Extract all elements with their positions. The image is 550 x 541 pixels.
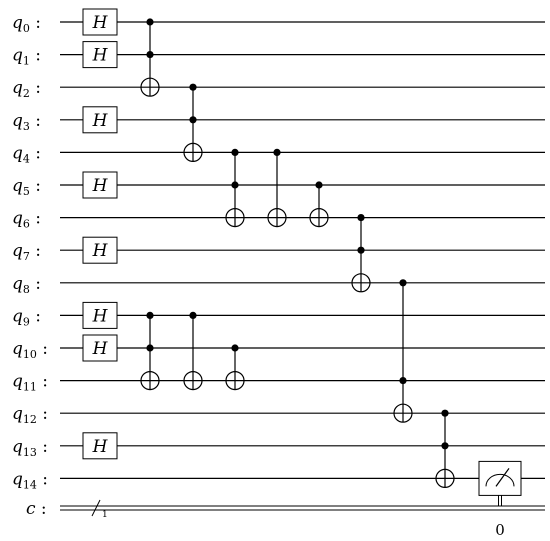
qubit-label: q14 : [12, 469, 48, 491]
measure-box [478, 460, 522, 496]
h-gate [82, 334, 118, 362]
qubit-label: q2 : [12, 78, 41, 100]
qubit-label: q4 : [12, 143, 41, 165]
control-dot [441, 409, 449, 417]
control-dot [189, 83, 197, 91]
h-gate-label: H [92, 13, 109, 33]
h-gate [82, 8, 118, 36]
h-gate-label: H [92, 46, 109, 66]
h-gate [82, 301, 118, 329]
control-dot [357, 214, 365, 222]
control-dot [399, 279, 407, 287]
qubit-label: q10 : [12, 339, 48, 361]
qubit-label: q0 : [12, 13, 41, 35]
h-gate-label: H [92, 306, 109, 326]
qubit-label: q13 : [12, 437, 48, 459]
control-dot [357, 246, 365, 254]
control-dot [399, 377, 407, 385]
h-gate-label: H [92, 339, 109, 359]
control-dot [231, 148, 239, 156]
qubit-label: q9 : [12, 306, 41, 328]
qubit-labels: q0 : q1 : q2 : q3 : q4 : q5 : q6 : q7 : q8 : q9 :… [12, 13, 48, 519]
qubit-label: q5 : [12, 176, 41, 198]
h-gate [82, 171, 118, 199]
qubit-label: q11 : [12, 372, 48, 394]
qubit-label: q6 : [12, 209, 41, 231]
control-dot [231, 181, 239, 189]
h-gate [82, 41, 118, 69]
measure-bit-label: 0 [495, 521, 505, 539]
control-dot [441, 442, 449, 450]
control-dot [146, 344, 154, 352]
control-dot [146, 51, 154, 59]
bus-slash [91, 499, 101, 517]
control-dot [146, 18, 154, 26]
h-gate-label: H [92, 241, 109, 261]
qubit-label: q7 : [12, 241, 41, 263]
control-dot [189, 116, 197, 124]
bus-width-label: 1 [102, 510, 108, 520]
control-dot [315, 181, 323, 189]
control-dot [146, 311, 154, 319]
h-gate-label: H [92, 176, 109, 196]
qubit-label: q1 : [12, 46, 41, 68]
control-dot [273, 148, 281, 156]
h-gate [82, 236, 118, 264]
h-gate [82, 432, 118, 460]
meter-needle [495, 468, 510, 487]
h-gate [82, 106, 118, 134]
qubit-label: q8 : [12, 274, 41, 296]
control-dot [189, 311, 197, 319]
h-gate-label: H [92, 437, 109, 457]
control-dot [231, 344, 239, 352]
qubit-wires [60, 21, 545, 479]
meter-arc [485, 473, 515, 487]
qubit-label: q3 : [12, 111, 41, 133]
qubit-label: q12 : [12, 404, 48, 426]
classical-register-label: c : [26, 499, 47, 519]
classical-wire: 1 [60, 499, 545, 520]
h-gate-label: H [92, 111, 109, 131]
